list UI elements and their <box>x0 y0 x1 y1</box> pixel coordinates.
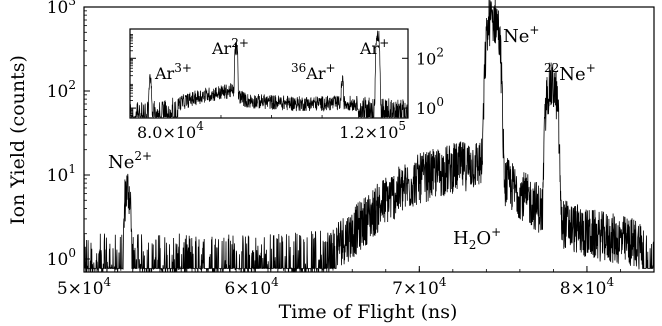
spectrum-trace <box>129 30 408 118</box>
x-axis-label: Time of Flight (ns) <box>279 301 458 323</box>
inset-frame <box>129 28 409 119</box>
x-tick-label: 6×104 <box>224 275 279 299</box>
peak-label-h2oplus: H2O+ <box>453 225 501 252</box>
y-tick-label: 103 <box>47 0 76 18</box>
peak-label-arplus: Ar+ <box>359 36 389 58</box>
inset-chart: 100 102 8.0×104 1.2×105 Ar3+ Ar2+ 36Ar+ Ar+ <box>129 28 444 142</box>
main-spectrum <box>83 0 655 273</box>
peak-label-neplus: Ne+ <box>503 23 539 47</box>
peak-label-ne2plus: Ne2+ <box>108 149 152 173</box>
inset-ticks: 100 102 8.0×104 1.2×105 <box>130 34 444 142</box>
x-tick-label: 8.0×104 <box>137 119 204 142</box>
peak-label-ar2plus: Ar2+ <box>211 36 249 58</box>
y-tick-label: 100 <box>47 246 76 270</box>
inset-spectrum <box>129 30 408 118</box>
x-tick-label: 8×104 <box>560 275 615 299</box>
main-ticks: 100 101 102 103 5×104 6×104 7×104 8×104 <box>47 0 655 299</box>
x-tick-label: 5×104 <box>57 275 112 299</box>
y-tick-label: 100 <box>416 95 444 118</box>
spectrum-trace <box>83 0 655 273</box>
x-tick-label: 1.2×105 <box>339 119 406 142</box>
y-tick-label: 102 <box>47 78 76 102</box>
y-tick-label: 101 <box>47 162 76 186</box>
y-axis-label: Ion Yield (counts) <box>7 55 29 225</box>
peak-label-36arplus: 36Ar+ <box>291 61 336 83</box>
y-tick-label: 102 <box>416 45 444 68</box>
plot-frame <box>83 6 655 273</box>
x-tick-label: 7×104 <box>392 275 447 299</box>
peak-label-ar3plus: Ar3+ <box>154 61 192 83</box>
peak-label-22neplus: 22Ne+ <box>544 61 596 85</box>
